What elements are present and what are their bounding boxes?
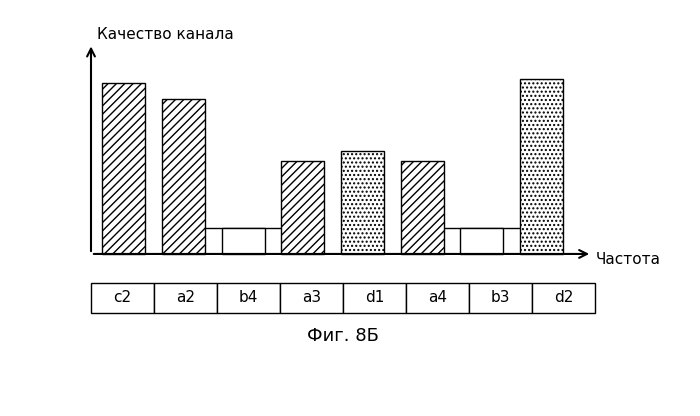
Text: d1: d1 xyxy=(365,290,384,305)
Text: Качество канала: Качество канала xyxy=(97,27,234,42)
Bar xyxy=(341,151,384,254)
Text: d2: d2 xyxy=(554,290,573,305)
Text: c2: c2 xyxy=(113,290,132,305)
Bar xyxy=(281,161,324,254)
Text: a4: a4 xyxy=(428,290,447,305)
Text: Частота: Частота xyxy=(596,253,662,267)
Bar xyxy=(400,161,444,254)
Bar xyxy=(222,228,265,254)
Bar xyxy=(102,83,146,254)
Text: a2: a2 xyxy=(176,290,195,305)
Text: b4: b4 xyxy=(239,290,258,305)
Bar xyxy=(520,79,563,254)
Text: b3: b3 xyxy=(491,290,510,305)
Bar xyxy=(460,228,503,254)
Text: Фиг. 8Б: Фиг. 8Б xyxy=(307,327,379,345)
Text: a3: a3 xyxy=(302,290,321,305)
Bar xyxy=(162,99,205,254)
